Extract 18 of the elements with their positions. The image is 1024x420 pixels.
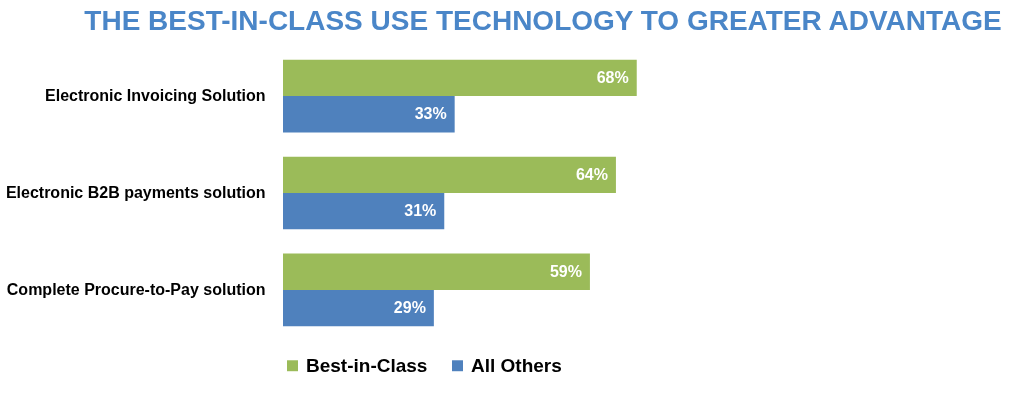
bar (283, 156, 616, 193)
data-label: 64% (575, 165, 608, 183)
chart-title: THE BEST-IN-CLASS USE TECHNOLOGY TO GREATER ADVANTAGE (84, 5, 1002, 36)
legend-label: All Others (471, 354, 562, 376)
bar (283, 253, 590, 290)
bar (283, 193, 445, 230)
bar (283, 289, 434, 327)
data-label: 33% (414, 105, 447, 123)
bar (283, 59, 637, 97)
legend-label: Best-in-Class (306, 354, 428, 376)
data-label: 29% (393, 299, 426, 317)
y-tick-label: Electronic Invoicing Solution (45, 87, 266, 105)
data-label: 31% (404, 202, 437, 220)
data-label: 59% (549, 262, 582, 280)
y-tick-label: Electronic B2B payments solution (5, 184, 266, 201)
y-tick-label: Complete Procure-to-Pay solution (6, 280, 266, 298)
data-label: 68% (596, 68, 629, 86)
bar (283, 96, 455, 133)
